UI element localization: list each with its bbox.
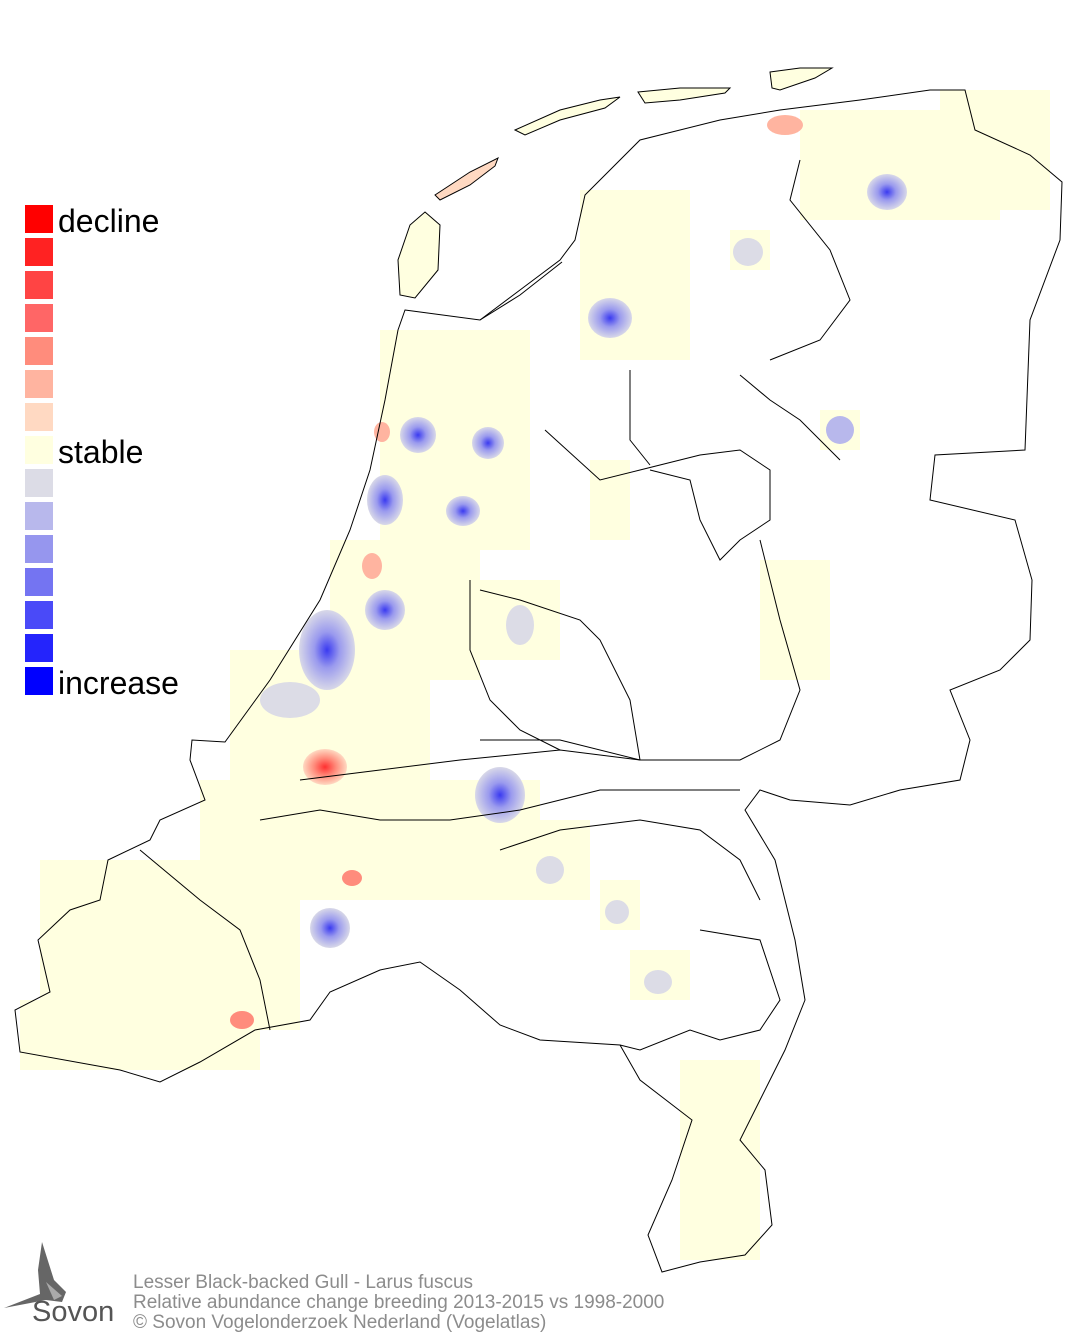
texel: [397, 211, 441, 299]
mainland-outline: [14, 89, 1063, 1273]
legend-swatch: [25, 667, 53, 695]
province-border: [480, 539, 801, 761]
legend-swatch: [25, 535, 53, 563]
species-name: Lesser Black-backed Gull - Larus fuscus: [133, 1272, 474, 1293]
terschelling: [513, 96, 621, 136]
map-description: Relative abundance change breeding 2013-…: [133, 1292, 665, 1313]
legend-swatch: [25, 568, 53, 596]
legend-swatch: [25, 238, 53, 266]
province-border: [629, 370, 651, 466]
legend-swatch: [25, 205, 53, 233]
province-border: [499, 819, 761, 901]
map-caption: Lesser Black-backed Gull - Larus fuscus …: [133, 1273, 664, 1333]
legend-swatch: [25, 337, 53, 365]
legend-swatch: [25, 634, 53, 662]
province-border: [479, 589, 641, 761]
province-border: [739, 374, 841, 461]
river: [259, 789, 740, 821]
vlieland: [434, 156, 499, 201]
sovon-logo-text: Sovon: [32, 1296, 115, 1328]
legend-swatch: [25, 370, 53, 398]
river: [299, 749, 720, 781]
province-border: [469, 580, 561, 751]
ameland: [637, 87, 732, 104]
stable-areas: [20, 90, 1050, 1260]
sovon-swallow-logo-icon: [4, 1242, 66, 1308]
legend-swatch: [25, 304, 53, 332]
legend-label-stable: stable: [58, 434, 144, 470]
legend-label-decline: decline: [58, 203, 160, 239]
legend-swatch: [25, 271, 53, 299]
legend-swatch: [25, 403, 53, 431]
borders: [14, 67, 1063, 1273]
province-border: [619, 929, 781, 1051]
legend-swatch: [25, 436, 53, 464]
copyright: © Sovon Vogelonderzoek Nederland (Vogela…: [133, 1312, 547, 1333]
province-border: [139, 849, 271, 1031]
afsluitdijk: [479, 261, 563, 321]
schiermonnikoog: [769, 67, 834, 91]
province-border: [544, 429, 771, 561]
province-border: [769, 159, 851, 361]
legend-swatch: [25, 469, 53, 497]
legend-swatch: [25, 601, 53, 629]
legend-label-increase: increase: [58, 665, 179, 701]
legend-swatch: [25, 502, 53, 530]
increase-hotspots: [260, 174, 907, 994]
